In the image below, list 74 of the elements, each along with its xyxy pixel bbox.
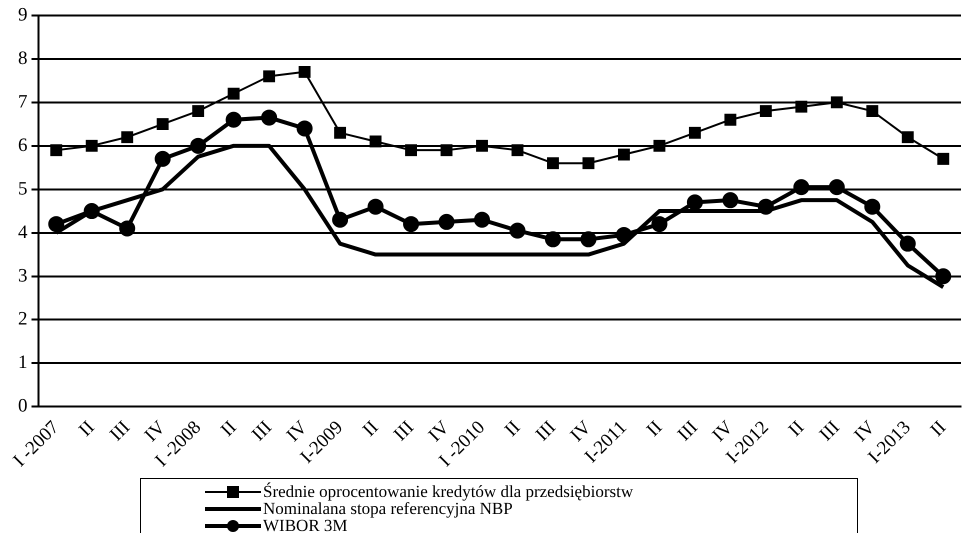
y-tick-label: 1 <box>18 352 28 374</box>
point <box>866 105 878 117</box>
point <box>296 120 313 136</box>
point <box>226 112 242 128</box>
legend-label: WIBOR 3M <box>263 516 348 533</box>
point <box>582 157 594 170</box>
point <box>580 231 596 248</box>
x-tick-label: III <box>816 416 844 446</box>
point <box>334 126 346 139</box>
y-tick-label: 8 <box>18 48 28 69</box>
point <box>438 214 455 230</box>
point <box>368 198 384 215</box>
point <box>722 192 738 208</box>
x-tick-label: III <box>532 416 560 446</box>
x-tick-label: II <box>358 416 383 441</box>
x-tick-label: II <box>926 416 950 441</box>
x-tick-label: II <box>74 416 99 441</box>
point <box>228 88 240 100</box>
point <box>688 126 701 139</box>
point <box>795 100 808 113</box>
point <box>86 140 98 152</box>
y-tick-label: 0 <box>18 396 28 417</box>
point <box>190 138 206 154</box>
point <box>760 105 772 117</box>
point <box>119 220 136 236</box>
point <box>261 110 278 126</box>
point <box>864 198 880 215</box>
y-tick-label: 3 <box>18 265 28 286</box>
point <box>154 150 171 167</box>
point <box>935 268 952 284</box>
point <box>830 96 843 108</box>
point <box>476 140 488 152</box>
point <box>686 194 703 210</box>
point <box>298 66 311 78</box>
legend-label: Średnie oprocentowanie kredytów dla przedsiębiorstw <box>263 482 634 501</box>
x-tick-label: III <box>674 416 702 446</box>
point <box>900 236 916 252</box>
point <box>332 212 348 228</box>
x-tick-label: III <box>106 416 134 446</box>
x-tick-label: II <box>642 416 666 441</box>
y-tick-label: 4 <box>18 222 28 243</box>
point <box>547 157 559 170</box>
point <box>828 179 845 196</box>
point <box>512 144 524 156</box>
point <box>618 148 630 160</box>
point <box>509 222 526 239</box>
x-tick-label: II <box>216 416 241 441</box>
x-tick-label: II <box>784 416 808 441</box>
point <box>403 216 420 232</box>
point <box>544 231 561 248</box>
point <box>440 144 452 156</box>
y-tick-label: 9 <box>18 4 28 26</box>
y-tick-label: 5 <box>18 178 28 200</box>
point <box>263 70 276 82</box>
point <box>405 144 417 156</box>
point <box>793 179 810 196</box>
point <box>48 216 64 232</box>
point <box>902 131 914 144</box>
point <box>724 114 736 126</box>
y-tick-label: 7 <box>18 91 28 112</box>
point <box>937 152 950 165</box>
point <box>653 140 666 152</box>
point <box>156 118 169 130</box>
x-tick-label: II <box>500 416 525 441</box>
point <box>192 105 204 117</box>
point <box>474 212 490 228</box>
point <box>370 136 382 148</box>
point <box>651 216 668 232</box>
x-tick-label: III <box>390 416 418 446</box>
y-tick-label: 2 <box>18 308 28 330</box>
point <box>50 144 62 156</box>
point <box>121 131 134 144</box>
x-tick-label: III <box>248 416 276 446</box>
y-tick-label: 6 <box>18 134 28 156</box>
